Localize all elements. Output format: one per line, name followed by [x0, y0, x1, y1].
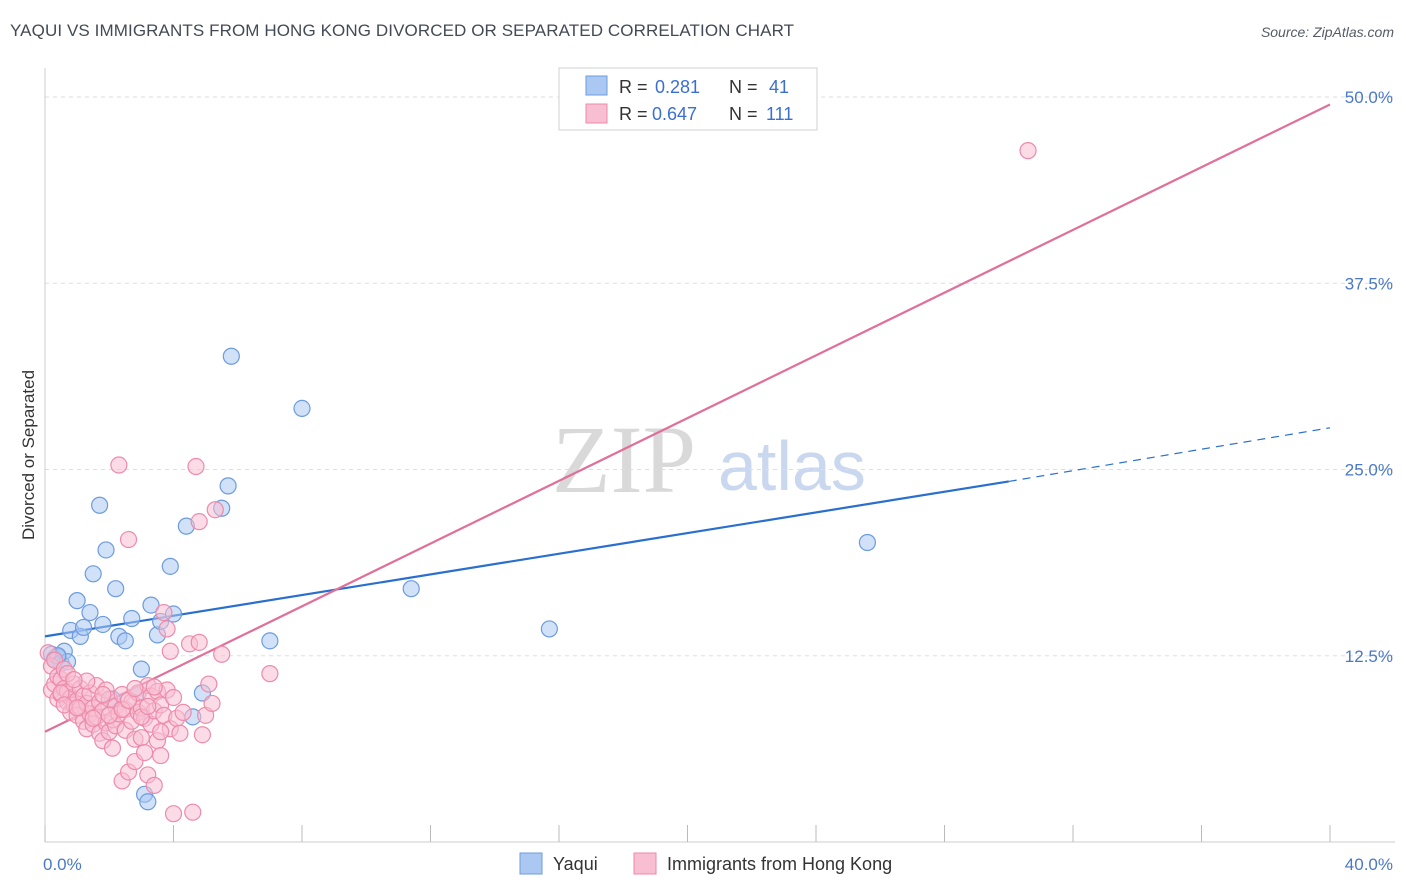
data-point: [119, 530, 138, 549]
bottom-legend-hong-kong: Immigrants from Hong Kong: [667, 854, 892, 874]
data-point: [145, 776, 163, 794]
data-point: [145, 678, 163, 696]
data-point: [164, 688, 183, 707]
data-point: [203, 694, 221, 713]
legend-r-value-2: 0.647: [652, 104, 697, 124]
data-point: [68, 699, 86, 717]
data-point: [193, 726, 212, 744]
legend-r-label-2: R =: [619, 104, 648, 124]
data-point: [139, 793, 157, 811]
data-point: [158, 620, 176, 638]
watermark-zip: ZIP: [552, 406, 696, 513]
data-point: [74, 618, 93, 637]
legend: R = 0.281 N = 41 R = 0.647 N = 111: [558, 67, 818, 131]
x-tick-label: 0.0%: [43, 855, 82, 874]
data-point: [1019, 142, 1037, 160]
y-tick-label: 37.5%: [1345, 274, 1393, 293]
data-point: [161, 642, 179, 660]
bottom-legend-swatch-yaqui: [519, 852, 543, 875]
chart-title: YAQUI VS IMMIGRANTS FROM HONG KONG DIVOR…: [10, 21, 795, 40]
data-point: [94, 685, 112, 704]
series-yaqui: [42, 347, 877, 811]
gridlines: [45, 96, 1395, 657]
series-hong-kong: [39, 142, 1037, 823]
data-point: [402, 580, 420, 598]
watermark-atlas: atlas: [718, 427, 866, 505]
data-point: [84, 709, 102, 727]
x-tick-label: 40.0%: [1345, 855, 1393, 874]
legend-swatch-yaqui: [585, 75, 608, 96]
data-point: [171, 724, 189, 742]
data-point: [110, 456, 128, 474]
data-point: [161, 557, 179, 575]
y-tick-label: 50.0%: [1345, 88, 1393, 107]
data-point: [97, 541, 115, 559]
data-point: [68, 592, 86, 610]
data-point: [94, 615, 112, 634]
bottom-legend: Yaqui Immigrants from Hong Kong: [519, 852, 892, 875]
y-axis-label: Divorced or Separated: [19, 370, 38, 540]
data-point: [190, 513, 208, 531]
data-point: [84, 565, 102, 583]
y-tick-label: 25.0%: [1345, 461, 1393, 480]
data-point: [103, 739, 122, 757]
data-point: [126, 679, 144, 698]
legend-r-value-1: 0.281: [655, 77, 700, 97]
y-tick-label: 12.5%: [1345, 647, 1393, 666]
data-point: [142, 596, 160, 614]
data-point: [135, 743, 154, 762]
data-point: [152, 723, 170, 741]
data-point: [107, 580, 125, 598]
watermark: ZIP atlas: [552, 406, 866, 513]
data-point: [164, 805, 183, 823]
trend-line-yaqui: [44, 480, 1009, 638]
data-point: [206, 501, 224, 519]
data-point: [540, 620, 558, 638]
data-point: [184, 803, 202, 821]
data-point: [174, 703, 192, 721]
data-point: [91, 496, 109, 514]
data-point: [132, 729, 150, 747]
data-point: [190, 633, 208, 651]
data-point: [152, 746, 170, 765]
legend-n-value-2: 111: [766, 104, 793, 124]
legend-r-label-1: R =: [619, 77, 648, 97]
data-point: [858, 533, 877, 552]
data-point: [65, 670, 83, 689]
data-points: [39, 142, 1037, 823]
data-point: [116, 632, 134, 650]
trend-line-hong-kong: [44, 103, 1331, 733]
legend-n-label-2: N =: [729, 104, 758, 124]
chart-source: Source: ZipAtlas.com: [1260, 24, 1394, 40]
legend-swatch-hong-kong: [585, 103, 608, 124]
data-point: [123, 609, 141, 628]
data-point: [200, 675, 218, 693]
data-point: [261, 665, 279, 683]
data-point: [81, 603, 99, 622]
data-point: [222, 347, 240, 365]
data-point: [139, 697, 157, 716]
data-point: [213, 645, 231, 663]
axes: 12.5% 25.0% 37.5% 50.0% 0.0% 40.0%: [43, 68, 1395, 874]
trend-line-extension-yaqui: [1008, 427, 1331, 483]
data-point: [219, 477, 237, 495]
data-point: [187, 457, 205, 476]
legend-n-value-1: 41: [769, 77, 789, 97]
data-point: [155, 603, 173, 622]
bottom-legend-yaqui: Yaqui: [553, 854, 598, 874]
data-point: [132, 660, 150, 678]
bottom-legend-swatch-hong-kong: [633, 852, 657, 875]
data-point: [293, 399, 311, 418]
trend-lines: [44, 103, 1331, 733]
data-point: [261, 632, 279, 650]
legend-n-label-1: N =: [729, 77, 758, 97]
